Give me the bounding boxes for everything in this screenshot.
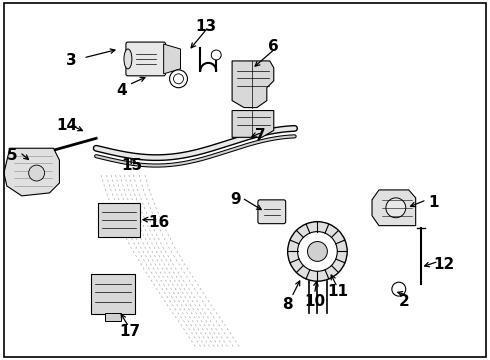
Text: 11: 11 bbox=[327, 284, 348, 299]
Text: 12: 12 bbox=[434, 257, 455, 273]
Circle shape bbox=[173, 74, 183, 84]
Circle shape bbox=[308, 242, 327, 261]
FancyBboxPatch shape bbox=[126, 42, 166, 76]
Text: 7: 7 bbox=[255, 129, 266, 143]
Polygon shape bbox=[372, 190, 416, 226]
Text: 1: 1 bbox=[429, 195, 439, 210]
Text: 14: 14 bbox=[56, 118, 77, 134]
Circle shape bbox=[29, 165, 45, 181]
Polygon shape bbox=[4, 148, 59, 196]
Text: 13: 13 bbox=[196, 19, 217, 34]
Circle shape bbox=[386, 198, 406, 218]
FancyBboxPatch shape bbox=[258, 200, 286, 224]
Polygon shape bbox=[232, 111, 274, 137]
Bar bbox=[105, 313, 121, 321]
Circle shape bbox=[392, 282, 406, 296]
Text: 6: 6 bbox=[268, 39, 279, 54]
Ellipse shape bbox=[124, 49, 132, 69]
Text: 15: 15 bbox=[121, 158, 142, 173]
Circle shape bbox=[297, 231, 337, 271]
Polygon shape bbox=[232, 61, 274, 108]
Text: 3: 3 bbox=[66, 53, 77, 68]
Polygon shape bbox=[164, 44, 180, 74]
Circle shape bbox=[170, 70, 188, 88]
FancyBboxPatch shape bbox=[91, 274, 135, 314]
Circle shape bbox=[288, 222, 347, 281]
Text: 16: 16 bbox=[149, 215, 170, 230]
Text: 10: 10 bbox=[305, 294, 326, 309]
Text: 5: 5 bbox=[7, 148, 18, 163]
Text: 2: 2 bbox=[399, 294, 410, 309]
Text: 8: 8 bbox=[282, 297, 293, 312]
Text: 9: 9 bbox=[230, 192, 241, 207]
FancyBboxPatch shape bbox=[98, 203, 140, 237]
Text: 4: 4 bbox=[116, 83, 126, 98]
Circle shape bbox=[211, 50, 221, 60]
Text: 17: 17 bbox=[119, 324, 140, 339]
